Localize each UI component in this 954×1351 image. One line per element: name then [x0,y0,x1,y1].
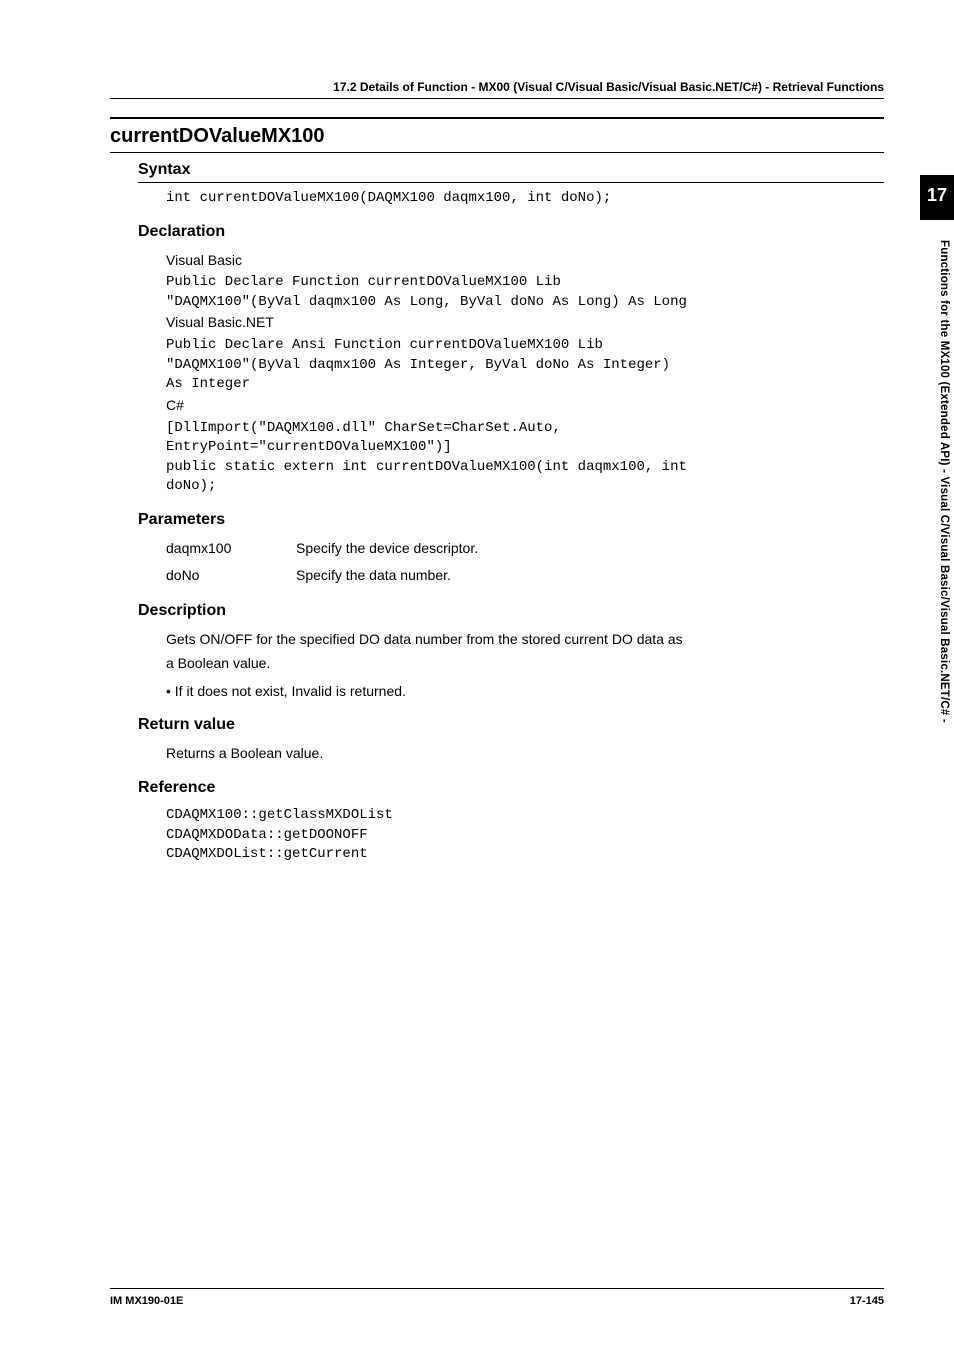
vbnet-label: Visual Basic.NET [166,312,884,334]
description-line1: Gets ON/OFF for the specified DO data nu… [166,629,884,651]
chapter-tab: 17 [920,175,954,220]
sidebar-vertical-label: Functions for the MX100 (Extended API) -… [938,240,950,723]
vb-label: Visual Basic [166,250,884,272]
cs-label: C# [166,395,884,417]
footer-right: 17-145 [850,1295,884,1307]
syntax-code: int currentDOValueMX100(DAQMX100 daqmx10… [166,189,884,209]
page-footer: IM MX190-01E 17-145 [110,1288,884,1307]
parameters-heading: Parameters [138,507,884,532]
description-heading: Description [138,598,884,623]
cs-code: [DllImport("DAQMX100.dll" CharSet=CharSe… [166,419,884,497]
param-desc: Specify the data number. [296,565,451,587]
vbnet-code: Public Declare Ansi Function currentDOVa… [166,336,884,395]
section-header: 17.2 Details of Function - MX00 (Visual … [110,80,884,99]
reference-heading: Reference [138,775,884,800]
return-text: Returns a Boolean value. [166,743,884,765]
param-desc: Specify the device descriptor. [296,538,478,560]
syntax-heading: Syntax [138,157,884,183]
description-line2: a Boolean value. [166,653,884,675]
param-row: doNo Specify the data number. [166,565,884,589]
function-title: currentDOValueMX100 [110,117,884,153]
description-bullet: • If it does not exist, Invalid is retur… [166,681,884,703]
param-name: daqmx100 [166,538,296,560]
reference-code: CDAQMX100::getClassMXDOList CDAQMXDOData… [166,806,884,865]
declaration-heading: Declaration [138,219,884,244]
param-name: doNo [166,565,296,587]
vb-code: Public Declare Function currentDOValueMX… [166,273,884,312]
chapter-number: 17 [920,185,954,206]
page-body: 17.2 Details of Function - MX00 (Visual … [0,0,954,865]
return-heading: Return value [138,712,884,737]
param-row: daqmx100 Specify the device descriptor. [166,538,884,562]
footer-left: IM MX190-01E [110,1295,183,1307]
